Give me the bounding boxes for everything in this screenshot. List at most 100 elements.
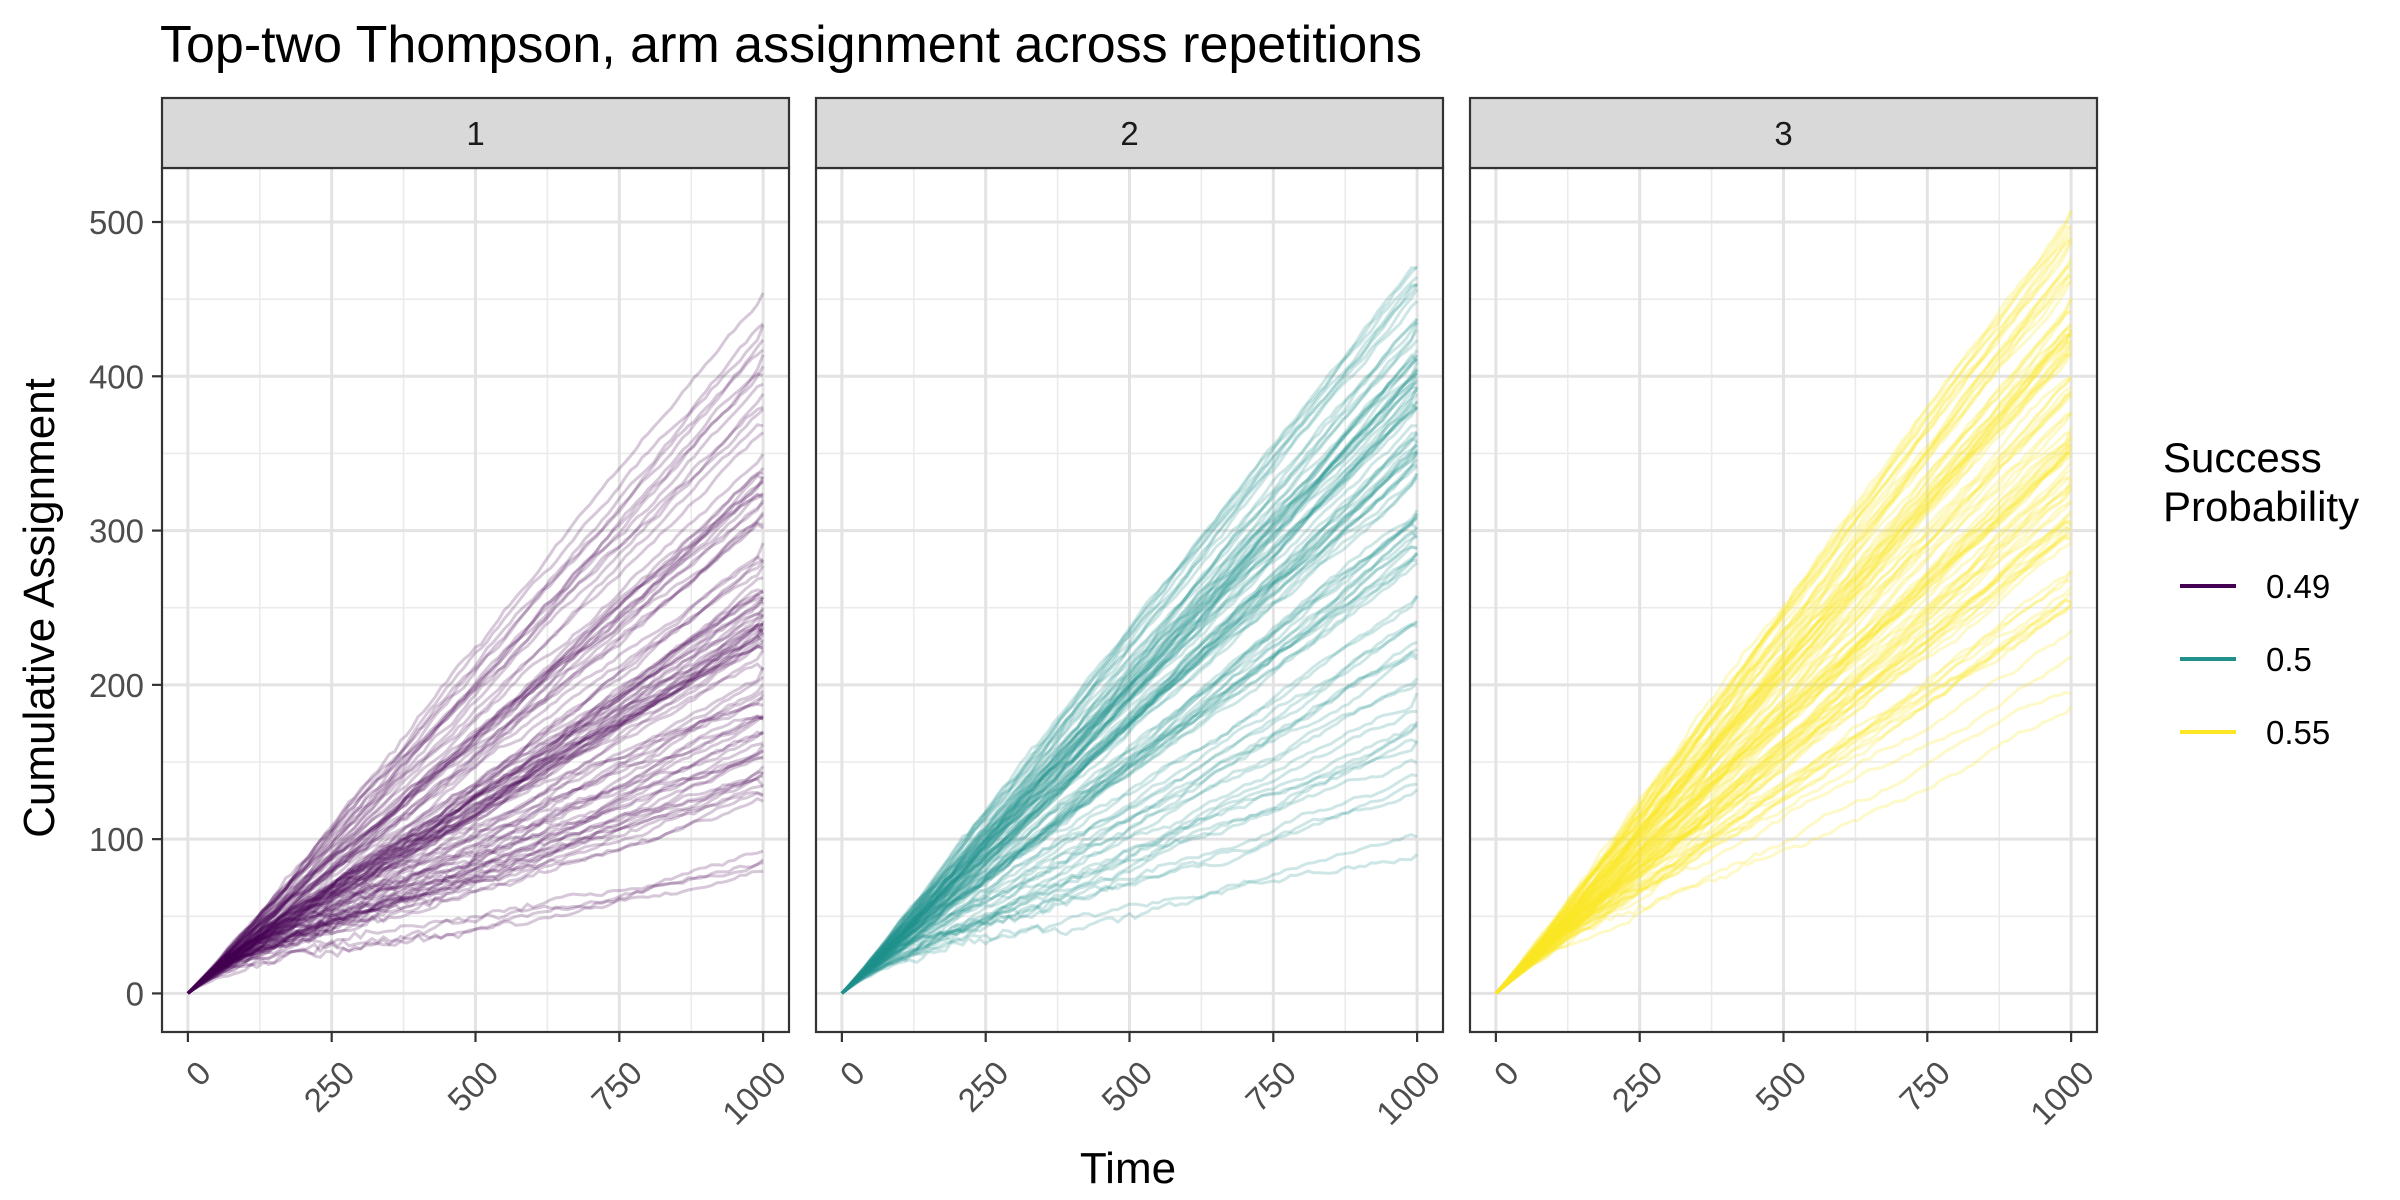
series-line [840, 517, 1418, 995]
series-line [840, 321, 1418, 995]
series-line [186, 614, 764, 995]
series-line [186, 513, 765, 995]
series-line [186, 476, 765, 995]
series-line [1494, 536, 2072, 995]
series-line [840, 458, 1419, 995]
series-line [186, 749, 764, 995]
series-line [186, 382, 764, 995]
series-line [186, 628, 764, 995]
series-line [1494, 512, 2072, 995]
series-line [840, 431, 1419, 995]
facet-panels: 1 0 250 500 750 1000 2 0 250 500 750 1000 3 0 250 500 75… [160, 96, 2101, 1132]
series-line [840, 444, 1418, 995]
series-line [186, 597, 764, 995]
series-line [840, 283, 1418, 995]
series-line [1494, 411, 2073, 995]
series-line [840, 352, 1419, 995]
series-line [840, 288, 1419, 995]
series-line [186, 620, 765, 995]
series-line [1494, 461, 2073, 995]
series-line [840, 379, 1419, 995]
series-line [1494, 541, 2072, 995]
series-line [1494, 509, 2073, 995]
series-line [1494, 377, 2073, 995]
series-line [186, 696, 764, 995]
series-line [186, 590, 764, 995]
series-line [1494, 375, 2073, 995]
series-line [1494, 296, 2073, 995]
series-line [186, 324, 765, 995]
series-line [1494, 500, 2072, 995]
series-line [186, 689, 765, 995]
series-line [1494, 520, 2072, 995]
series-line [186, 560, 765, 995]
series-line [1494, 425, 2073, 995]
series-line [840, 433, 1419, 995]
series-line [186, 743, 765, 995]
series-line [1494, 484, 2073, 995]
series-line [1494, 344, 2073, 995]
series-line [1494, 629, 2073, 995]
series-line [840, 361, 1419, 995]
series-line [186, 613, 765, 995]
series-line [840, 724, 1418, 995]
series-line [1494, 604, 2073, 995]
y-tick-label: 200 [89, 667, 144, 704]
series-line [840, 372, 1419, 995]
series-line [186, 521, 764, 995]
series-line [840, 692, 1419, 995]
series-line [186, 558, 764, 995]
series-line [186, 649, 765, 995]
series-line [1494, 447, 2073, 995]
series-line [1494, 532, 2072, 995]
series-line [186, 642, 764, 995]
series-line [840, 407, 1419, 995]
series-line [1494, 483, 2073, 995]
series-line [1494, 411, 2072, 995]
series-line [841, 653, 1418, 995]
series-line [186, 467, 765, 995]
series-line [1494, 353, 2072, 995]
series-line [186, 777, 765, 995]
series-line [1494, 275, 2072, 995]
series-line [186, 693, 765, 995]
legend-entries: 0.49 0.5 0.55 [2180, 568, 2330, 751]
series-line [186, 628, 764, 995]
x-tick-label: 0 [1487, 1054, 1526, 1093]
series-line [840, 381, 1418, 995]
series-line [186, 622, 764, 995]
series-line [840, 521, 1419, 995]
series-line [840, 720, 1419, 995]
series-line [186, 471, 764, 995]
legend-label: 0.55 [2266, 714, 2330, 751]
series-line [840, 450, 1419, 995]
series-line [186, 501, 765, 995]
series-line [1494, 260, 2073, 995]
series-line [840, 430, 1418, 995]
series-line [1494, 230, 2073, 995]
y-tick-label: 400 [89, 358, 144, 395]
series-line [1494, 591, 2073, 995]
series-line [186, 714, 764, 995]
series-line [1494, 605, 2072, 995]
x-tick-label: 1000 [2023, 1054, 2101, 1132]
series-line [1494, 339, 2072, 995]
series-line [186, 408, 765, 995]
series-line [1494, 332, 2072, 995]
series-line [840, 773, 1418, 995]
series-line [1494, 655, 2072, 995]
series-line [840, 389, 1418, 995]
series-line [1494, 450, 2072, 995]
y-tick-label: 500 [89, 204, 144, 241]
x-tick-label: 500 [440, 1054, 505, 1119]
series-line [1494, 377, 2072, 995]
x-tick-label: 750 [1238, 1054, 1303, 1119]
series-line [1494, 273, 2072, 995]
series-line [840, 440, 1419, 995]
series-line [840, 833, 1418, 995]
series-line [186, 625, 765, 995]
series-line [1494, 310, 2072, 995]
series-line [1494, 209, 2073, 995]
series-line [1494, 330, 2073, 995]
y-axis-ticks: 0 100 200 300 400 500 [89, 204, 162, 1012]
